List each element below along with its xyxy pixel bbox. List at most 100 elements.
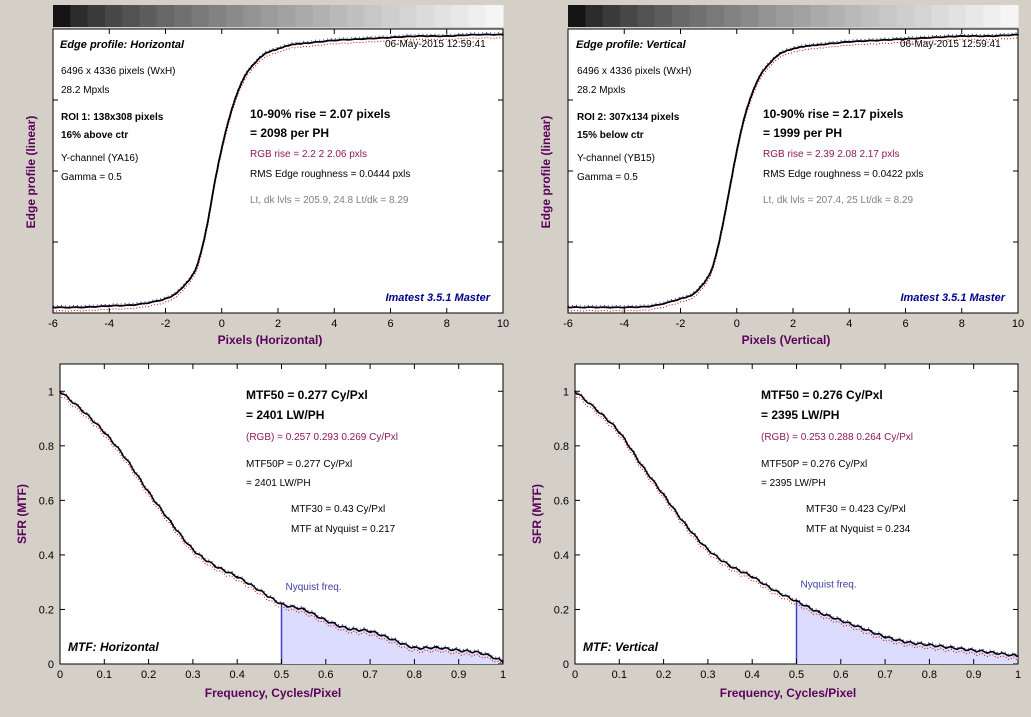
y-tick-label: 0.4 [554, 550, 569, 562]
data-point [707, 275, 710, 277]
data-point [502, 33, 504, 36]
x-tick-label: 1 [1015, 669, 1021, 681]
main-curve [52, 33, 504, 309]
data-point [263, 53, 265, 56]
data-point [640, 464, 643, 466]
x-axis-label: Frequency, Cycles/Pixel [205, 686, 342, 700]
data-point [932, 36, 935, 39]
data-point [714, 255, 717, 257]
edge-profile-horizontal-panel: Edge profile: Horizontal 06-May-2015 12:… [24, 28, 509, 347]
x-tick-label: 2 [790, 318, 796, 330]
data-point [820, 43, 822, 46]
x-tick-label: 0 [219, 318, 225, 330]
x-tick-label: 0 [572, 669, 578, 681]
light-dark-levels: Lt, dk lvls = 207.4, 25 Lt/dk = 8.29 [763, 195, 914, 206]
gray-patch [364, 5, 383, 27]
data-point [369, 630, 371, 633]
main-curve [59, 390, 504, 663]
red-channel-trace [52, 37, 504, 312]
y-tick-label: 0.2 [554, 604, 569, 616]
data-point [81, 409, 83, 412]
gray-patch [602, 5, 621, 27]
mtf-at-nyquist: MTF at Nyquist = 0.234 [806, 524, 911, 535]
data-point [220, 147, 223, 150]
x-tick-label: 0.4 [745, 669, 760, 681]
gray-patch [70, 5, 89, 27]
data-point [227, 119, 230, 121]
gray-patch [619, 5, 638, 27]
data-point [817, 611, 820, 613]
data-point [651, 305, 654, 307]
megapixels: 28.2 Mpxls [61, 85, 109, 96]
x-tick-label: 0.6 [833, 669, 848, 681]
data-point [884, 635, 886, 638]
data-point [325, 619, 327, 622]
data-point [595, 306, 597, 309]
blue-channel-trace [574, 389, 1019, 656]
data-point [950, 646, 953, 649]
x-tick-label: -6 [563, 318, 573, 330]
data-point [480, 652, 482, 654]
data-point [242, 79, 244, 81]
gray-patch [654, 5, 673, 27]
mtf30-value: MTF30 = 0.423 Cy/Pxl [806, 504, 906, 515]
data-point [147, 491, 150, 493]
y-axis-ticks: 0 0.2 0.4 0.6 0.8 1 [554, 386, 1018, 671]
data-point [52, 306, 54, 309]
rgb-mtf50: (RGB) = 0.257 0.293 0.269 Cy/Pxl [246, 432, 398, 443]
data-point [389, 36, 392, 39]
data-point [164, 298, 167, 300]
x-tick-label: 2 [275, 318, 281, 330]
x-axis-label: Frequency, Cycles/Pixel [720, 686, 857, 700]
data-point [742, 119, 745, 121]
y-axis-label: SFR (MTF) [530, 484, 544, 544]
gray-patch [637, 5, 656, 27]
roi-location: 16% above ctr [61, 130, 128, 141]
mtf50p-lwph: = 2401 LW/PH [246, 478, 311, 489]
gray-patch [278, 5, 296, 27]
data-point [169, 521, 172, 523]
data-point [125, 458, 128, 461]
mtf-horizontal-panel: Nyquist freq. MTF50 = 0.277 Cy/Pxl = 240… [15, 363, 506, 700]
gray-patch [914, 5, 933, 27]
data-point [662, 494, 665, 496]
x-tick-label: 8 [959, 318, 965, 330]
x-tick-label: 0.2 [656, 669, 671, 681]
data-point [707, 548, 709, 551]
data-point [806, 45, 808, 47]
x-tick-label: 10 [1012, 318, 1024, 330]
data-point [876, 39, 879, 42]
data-point [192, 272, 195, 275]
data-point [178, 289, 181, 292]
data-point [623, 306, 626, 309]
x-tick-label: -4 [619, 318, 629, 330]
y-tick-label: 0 [563, 659, 569, 671]
data-point [995, 652, 997, 654]
data-point [792, 48, 794, 50]
x-tick-label: 6 [902, 318, 908, 330]
gray-patch [758, 5, 777, 27]
light-dark-levels: Lt, dk lvls = 205.9, 24.8 Lt/dk = 8.29 [250, 195, 409, 206]
rms-roughness: RMS Edge roughness = 0.0422 pxls [763, 169, 923, 180]
gamma: Gamma = 0.5 [577, 172, 638, 183]
gray-patch [983, 5, 1002, 27]
mtf50p-lwph: = 2395 LW/PH [761, 478, 826, 489]
data-point [972, 649, 975, 652]
data-point [445, 35, 448, 37]
gray-patch [468, 5, 487, 27]
data-point [693, 292, 696, 294]
gray-patch [208, 5, 227, 27]
x-tick-label: 0.6 [318, 669, 333, 681]
data-point [960, 35, 963, 37]
data-point [302, 608, 305, 611]
data-point [199, 252, 202, 255]
data-point [679, 298, 682, 300]
gray-patch [706, 5, 725, 27]
mtf50-lwph: = 2395 LW/PH [761, 408, 839, 422]
data-point [735, 150, 738, 152]
data-point [848, 40, 851, 43]
gray-patch [381, 5, 400, 27]
gray-patch [295, 5, 314, 27]
roi-size: ROI 1: 138x308 pixels [61, 112, 164, 123]
